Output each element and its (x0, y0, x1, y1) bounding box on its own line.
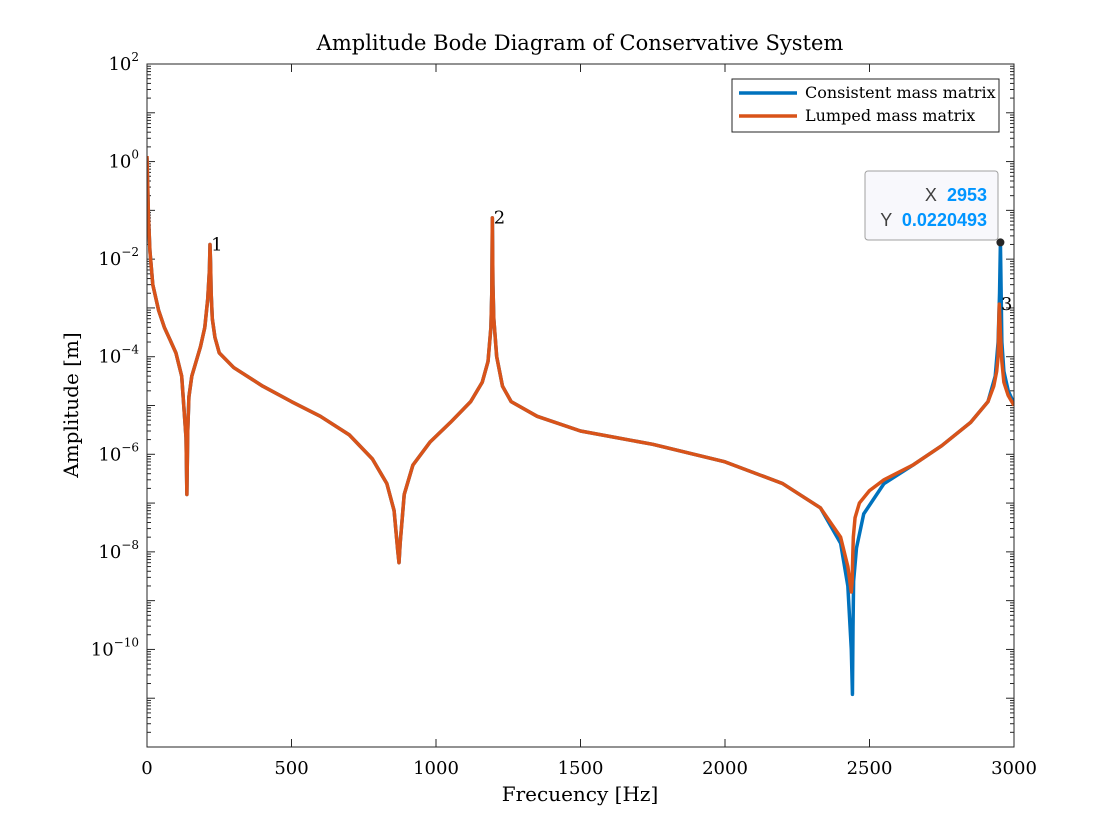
x-tick-label: 1000 (413, 758, 459, 779)
axis-tick-labels: 0 500 1000 1500 2000 2500 300010210010−210−410… (91, 50, 1037, 779)
legend: Consistent mass matrix Lumped mass matri… (731, 78, 1000, 133)
x-tick-label: 500 (274, 758, 308, 779)
legend-label-lumped: Lumped mass matrix (805, 106, 975, 125)
peak-label: 2 (494, 207, 505, 228)
peak-annotations: 1 2 3 (211, 207, 1012, 314)
y-tick-label: 100 (108, 148, 139, 173)
legend-label-consistent: Consistent mass matrix (805, 83, 996, 102)
datatip-marker[interactable] (996, 238, 1005, 247)
x-axis-label: Frecuency [Hz] (502, 782, 659, 806)
y-tick-label: 102 (108, 50, 139, 75)
series-lumped-line (147, 155, 1014, 594)
legend-box (731, 78, 1000, 133)
datatip-box (864, 170, 999, 241)
chart-title: Amplitude Bode Diagram of Conservative S… (316, 31, 844, 55)
y-tick-label: 10−8 (98, 538, 139, 563)
svg-text:X 2953: X 2953 (925, 185, 987, 205)
svg-text:Y 0.0220493: Y 0.0220493 (880, 210, 987, 230)
y-tick-label: 10−4 (98, 343, 139, 368)
datatip[interactable]: X 2953 Y 0.0220493 (864, 170, 1005, 247)
plot-area-frame (146, 63, 1015, 748)
datatip-y-label: Y (880, 210, 892, 230)
axis-ticks (146, 63, 1015, 748)
x-tick-label: 0 (141, 758, 152, 779)
y-tick-label: 10−10 (91, 635, 139, 660)
datatip-x-label: X (925, 185, 937, 205)
x-tick-label: 2500 (847, 758, 893, 779)
y-tick-label: 10−6 (98, 440, 139, 465)
datatip-y-value: 0.0220493 (902, 210, 987, 230)
y-axis-label: Amplitude [m] (59, 332, 83, 479)
x-tick-label: 1500 (558, 758, 604, 779)
x-tick-label: 2000 (702, 758, 748, 779)
peak-label: 3 (1001, 294, 1012, 315)
datatip-x-value: 2953 (947, 185, 987, 205)
plot-series (147, 155, 1014, 697)
y-tick-label: 10−2 (98, 245, 139, 270)
peak-label: 1 (211, 235, 222, 256)
x-tick-label: 3000 (991, 758, 1037, 779)
